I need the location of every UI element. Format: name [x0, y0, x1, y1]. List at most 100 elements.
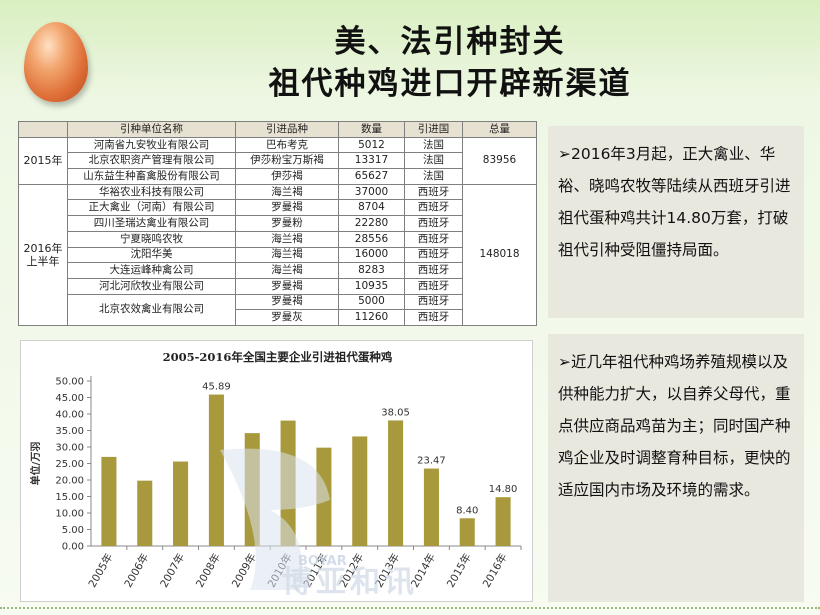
breed-cell: 伊莎褐: [235, 168, 339, 185]
table-header-cell: 引进品种: [235, 121, 339, 138]
y-tick-label: 50.00: [55, 377, 84, 388]
company-cell: 北京农效禽业有限公司: [67, 293, 236, 326]
y-tick-label: 5.00: [62, 525, 84, 536]
qty-cell: 5012: [338, 136, 405, 154]
watermark-sub: BOYAR: [298, 554, 347, 569]
watermark-text: 博亚和讯: [282, 565, 418, 600]
slide-title-line2: 祖代种鸡进口开辟新渠道: [268, 66, 632, 102]
qty-cell: 5000: [338, 293, 405, 311]
bar-2015年: [459, 518, 475, 546]
table-header-cell: 总量: [462, 121, 537, 138]
y-tick-label: 10.00: [55, 509, 84, 520]
slide-header: 美、法引种封关 祖代种鸡进口开辟新渠道: [0, 0, 820, 112]
import-table: 引种单位名称 引进品种 数量 引进国 总量 2015年 河南省九安牧业有限公司 …: [18, 121, 537, 326]
info-panel-1-text: ➢2016年3月起，正大禽业、华裕、晓鸣农牧等陆续从西班牙引进祖代蛋种鸡共计14…: [558, 145, 791, 259]
table-row: 北京农效禽业有限公司 罗曼褐 5000 西班牙: [19, 293, 537, 326]
data-label: 14.80: [489, 484, 518, 495]
x-tick-label: 2007年: [157, 551, 187, 590]
company-cell: 山东益生种畜禽股份有限公司: [67, 168, 236, 185]
data-label: 23.47: [417, 456, 446, 467]
qty-cell: 8704: [338, 199, 405, 217]
country-cell: 西班牙: [404, 199, 463, 217]
y-tick-label: 25.00: [55, 459, 84, 470]
table-row: 2016年 上半年 华裕农业科技有限公司 海兰褐 37000 西班牙 14801…: [18, 183, 537, 326]
table-header-row: 引种单位名称 引进品种 数量 引进国 总量: [18, 121, 537, 138]
qty-cell: 28556: [338, 230, 405, 248]
breed-cell: 罗曼灰: [235, 309, 339, 326]
chart-title: 2005-2016年全国主要企业引进祖代蛋种鸡: [162, 350, 393, 364]
table-header-cell: 引进国: [404, 121, 463, 138]
info-panel-2: ➢近几年祖代种鸡场养殖规模以及供种能力扩大，以自养父母代，重点供应商品鸡苗为主；…: [548, 334, 804, 602]
bar-2005年: [101, 456, 117, 546]
qty-cell: 65627: [338, 168, 405, 185]
y-tick-label: 30.00: [55, 443, 84, 454]
country-cell: 西班牙: [404, 262, 463, 279]
data-label: 8.40: [456, 505, 478, 516]
breed-cell: 罗曼褐: [235, 293, 339, 311]
data-label: 38.05: [381, 407, 410, 418]
table-row: 正大禽业（河南）有限公司 罗曼褐 8704 西班牙: [19, 199, 537, 217]
qty-cell: 11260: [338, 309, 405, 326]
qty-cell: 13317: [338, 152, 405, 170]
country-cell: 西班牙: [404, 293, 463, 311]
country-cell: 西班牙: [404, 309, 463, 326]
table-row: 河北河欣牧业有限公司 罗曼褐 10935 西班牙: [19, 277, 537, 295]
table-row: 宁夏晓鸣农牧 海兰褐 28556 西班牙: [19, 230, 537, 248]
country-cell: 法国: [404, 168, 463, 185]
qty-cell: 10935: [338, 277, 405, 295]
table-header-cell: 数量: [338, 121, 405, 138]
period-2016-line2: 上半年: [26, 254, 60, 268]
data-label: 45.89: [202, 382, 231, 393]
breed-cell: 巴布考克: [235, 136, 339, 154]
y-tick-label: 0.00: [62, 542, 84, 553]
qty-cell: 8283: [338, 262, 405, 279]
bar-2014年: [423, 468, 439, 546]
table-row: 北京农职资产管理有限公司 伊莎粉宝万斯褐 13317 法国: [19, 152, 537, 170]
country-cell: 法国: [404, 152, 463, 170]
company-cell: 河北河欣牧业有限公司: [67, 277, 236, 295]
qty-cell: 37000: [338, 183, 405, 201]
country-cell: 西班牙: [404, 246, 463, 264]
import-table-container: 引种单位名称 引进品种 数量 引进国 总量 2015年 河南省九安牧业有限公司 …: [18, 121, 537, 333]
slide-title-line1: 美、法引种封关: [334, 24, 566, 60]
company-cell: 宁夏晓鸣农牧: [67, 230, 236, 248]
table-row: 大连运峰种禽公司 海兰褐 8283 西班牙: [19, 262, 537, 279]
period-2016: 2016年 上半年: [18, 183, 68, 326]
total-2016: 148018: [462, 183, 537, 326]
bar-2012年: [352, 436, 368, 546]
breed-cell: 罗曼褐: [235, 199, 339, 217]
x-tick-label: 2016年: [480, 551, 510, 590]
country-cell: 西班牙: [404, 230, 463, 248]
period-2015: 2015年: [18, 136, 68, 185]
egg-icon: [24, 22, 88, 102]
x-tick-label: 2006年: [121, 551, 151, 590]
country-cell: 法国: [404, 136, 463, 154]
company-cell: 四川圣瑞达禽业有限公司: [67, 215, 236, 232]
breed-cell: 伊莎粉宝万斯褐: [235, 152, 339, 170]
x-tick-label: 2005年: [86, 551, 116, 590]
table-header-cell: [18, 121, 68, 138]
breed-cell: 罗曼褐: [235, 277, 339, 295]
breed-cell: 海兰褐: [235, 246, 339, 264]
breed-cell: 海兰褐: [235, 183, 339, 201]
bar-2008年: [208, 394, 224, 546]
breed-cell: 海兰褐: [235, 262, 339, 279]
watermark-logo: BOYAR 博亚和讯: [220, 448, 418, 600]
breed-cell: 罗曼粉: [235, 215, 339, 232]
country-cell: 西班牙: [404, 183, 463, 201]
y-tick-label: 15.00: [55, 492, 84, 503]
company-cell: 北京农职资产管理有限公司: [67, 152, 236, 170]
table-row: 罗曼灰 11260 西班牙: [19, 309, 537, 326]
qty-cell: 22280: [338, 215, 405, 232]
table-row: 2015年 河南省九安牧业有限公司 巴布考克 5012 法国 83956: [18, 136, 537, 185]
table-row: 沈阳华美 海兰褐 16000 西班牙: [19, 246, 537, 264]
bar-chart: 0.00 5.00 10.00 15.00 20.00 25.00 30.00 35.00 40…: [29, 376, 522, 590]
info-panel-2-text: ➢近几年祖代种鸡场养殖规模以及供种能力扩大，以自养父母代，重点供应商品鸡苗为主；…: [558, 353, 791, 499]
y-tick-label: 35.00: [55, 426, 84, 437]
bar-2007年: [173, 461, 189, 546]
total-2015: 83956: [462, 136, 537, 185]
bar-2006年: [137, 480, 153, 546]
company-cell: 大连运峰种禽公司: [67, 262, 236, 279]
table-header-cell: 引种单位名称: [67, 121, 236, 138]
country-cell: 西班牙: [404, 215, 463, 232]
